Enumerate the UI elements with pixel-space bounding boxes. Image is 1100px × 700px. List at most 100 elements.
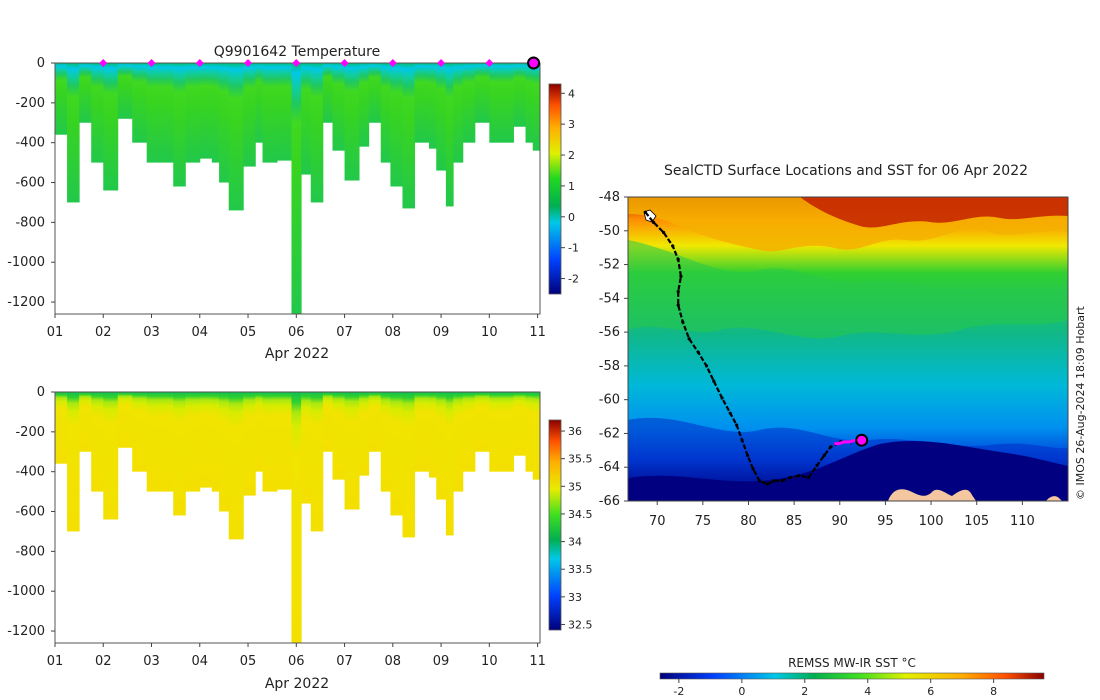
salinity-colorbar-tick-label: 35 (568, 480, 582, 493)
salinity-profile-column (255, 392, 264, 472)
salinity-x-tick-label: 10 (481, 654, 498, 669)
salinity-y-tick-label: -400 (15, 465, 45, 480)
map-y-tick-label: -64 (599, 460, 620, 475)
temperature-colorbar-tick-label: -2 (568, 273, 579, 286)
track-point (676, 303, 680, 307)
temperature-x-tick-label: 08 (385, 325, 402, 340)
map-y-tick-label: -58 (599, 359, 620, 374)
temperature-colorbar-tick-label: 1 (568, 180, 575, 193)
salinity-colorbar (548, 419, 562, 631)
temperature-colorbar-tick-label: 4 (568, 87, 575, 100)
salinity-profile-column (219, 392, 230, 512)
track-point (671, 244, 675, 248)
temperature-x-tick-label: 06 (288, 325, 305, 340)
map-x-tick-label: 80 (740, 514, 757, 529)
salinity-profile-column (368, 392, 382, 452)
salinity-x-tick-label: 02 (95, 654, 112, 669)
temperature-profile-column (402, 63, 416, 209)
recent-track (834, 438, 856, 446)
map-y-tick-label: -62 (599, 426, 620, 441)
temperature-profile-column (199, 63, 213, 159)
salinity-x-label: Apr 2022 (265, 676, 329, 692)
track-point (643, 210, 647, 214)
temperature-section-panel: Q9901642 Temperature 0 -200 -400 -600 -800 -1… (7, 44, 579, 362)
salinity-profile-column (489, 392, 514, 472)
sst-colorbar-tick-label: 6 (927, 685, 934, 698)
track-point (679, 274, 683, 278)
track-point (676, 289, 680, 294)
temperature-colorbar-tick-label: -1 (568, 242, 579, 255)
profile-marker (292, 59, 301, 67)
temperature-x-tick-label: 07 (336, 325, 353, 340)
salinity-profile-column (462, 392, 476, 472)
temperature-x-tick-label: 10 (481, 325, 498, 340)
temperature-profile-column (489, 63, 514, 143)
temperature-profile-column (380, 63, 391, 163)
temperature-x-label: Apr 2022 (265, 346, 329, 362)
track-point (696, 350, 700, 354)
salinity-profile-column (199, 392, 213, 488)
temperature-x-tick-label: 11 (529, 325, 546, 340)
salinity-profile-column (344, 392, 360, 510)
salinity-profile-column (117, 392, 133, 448)
sst-colorbar-tick-label: -2 (673, 685, 684, 698)
temperature-profile-column (291, 63, 302, 314)
salinity-profile-column (103, 392, 119, 520)
sst-colorbar-tick-label: 2 (801, 685, 808, 698)
temperature-profile-column (79, 63, 92, 123)
profile-marker (244, 59, 253, 67)
salinity-profile-column (211, 392, 220, 492)
salinity-y-tick-label: -1200 (7, 624, 45, 639)
profile-marker (99, 59, 108, 67)
temperature-profile-column (132, 63, 148, 143)
temperature-profile-column (532, 63, 541, 151)
track-point (720, 396, 724, 400)
salinity-profile-column (291, 392, 302, 643)
salinity-x-tick-label: 09 (433, 654, 450, 669)
temperature-profile-column (429, 63, 437, 149)
map-y-tick-label: -50 (599, 224, 620, 239)
sst-colorbar-tick-label: 8 (990, 685, 997, 698)
temperature-profile-column (414, 63, 430, 143)
map-y-tick-label: -66 (599, 494, 620, 509)
temperature-y-tick-label: -400 (15, 136, 45, 151)
salinity-profile-column (414, 392, 430, 472)
map-y-tick-label: -54 (599, 291, 620, 306)
salinity-profile-column (301, 392, 312, 504)
sst-map-panel: SealCTD Surface Locations and SST for 06… (599, 163, 1087, 698)
profile-marker (388, 59, 397, 67)
profile-marker (485, 59, 494, 67)
salinity-x-tick-label: 03 (143, 654, 160, 669)
temperature-profile-column (146, 63, 162, 163)
ice-shelf-cold (628, 441, 1068, 501)
salinity-profile-column (55, 392, 68, 464)
salinity-x-tick-label: 11 (529, 654, 546, 669)
temperature-profile-column (310, 63, 324, 203)
map-x-tick-label: 110 (1010, 514, 1035, 529)
salinity-profile-column (173, 392, 186, 516)
map-y-tick-label: -56 (599, 325, 620, 340)
temperature-profile-column (368, 63, 382, 123)
temperature-profile-column (91, 63, 104, 163)
temperature-profile-column (255, 63, 264, 143)
map-title: SealCTD Surface Locations and SST for 06… (664, 163, 1028, 179)
track-point (807, 475, 811, 479)
map-x-tick-label: 75 (695, 514, 712, 529)
temperature-profile-column (332, 63, 346, 151)
salinity-x-tick-label: 04 (192, 654, 209, 669)
salinity-profile-column (276, 392, 292, 490)
map-x-tick-label: 105 (964, 514, 989, 529)
salinity-colorbar-tick-label: 35.5 (568, 453, 593, 466)
track-point (687, 337, 691, 341)
track-point (735, 423, 739, 427)
track-point (772, 479, 776, 483)
salinity-profile-column (513, 392, 527, 456)
salinity-profile-column (380, 392, 391, 492)
temperature-profile-column (276, 63, 292, 161)
temperature-profile-column (301, 63, 312, 175)
last-position-marker (855, 433, 869, 447)
sst-colorbar-label: REMSS MW-IR SST °C (788, 656, 916, 670)
sst-colorbar (659, 672, 1045, 680)
salinity-colorbar-tick-label: 34 (568, 536, 582, 549)
temperature-x-tick-label: 05 (240, 325, 257, 340)
